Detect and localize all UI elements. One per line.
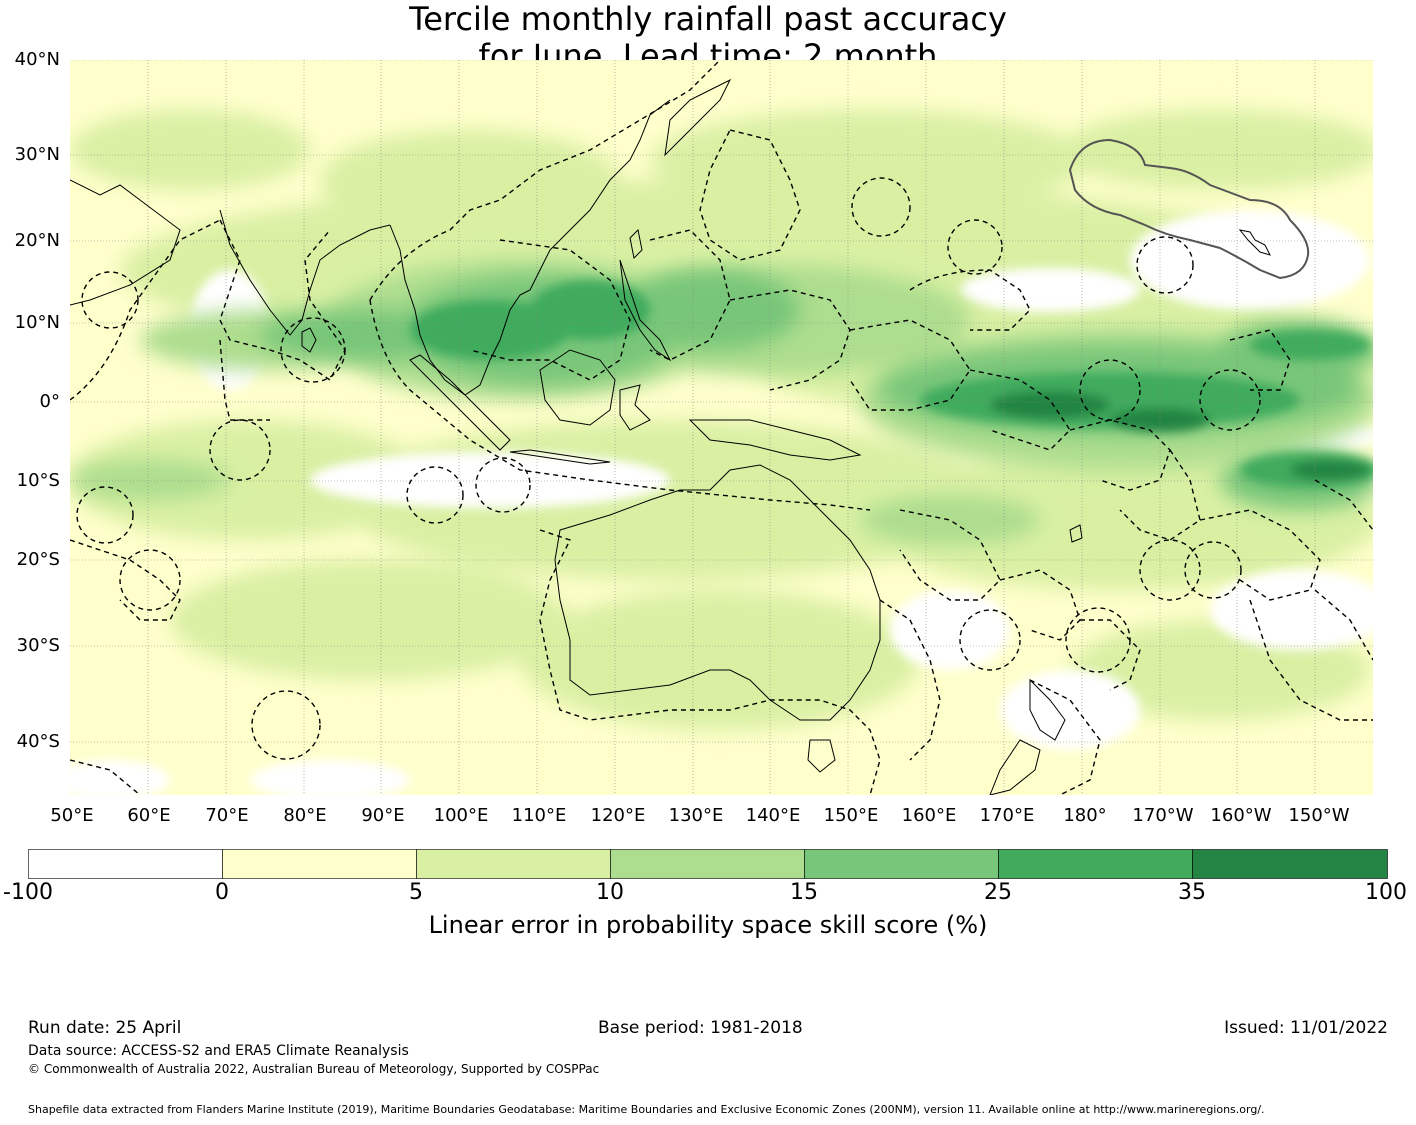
- borneo: [539, 349, 616, 426]
- colorbar-segment-3: [416, 849, 611, 879]
- lon-label-170w: 170°W: [1132, 805, 1194, 826]
- lat-label-40n: 40°N: [14, 49, 60, 70]
- issued-date: Issued: 11/01/2022: [1224, 1018, 1388, 1038]
- lat-label-10s: 10°S: [16, 470, 60, 491]
- lon-label-90e: 90°E: [361, 805, 405, 826]
- lon-label-120e: 120°E: [590, 805, 646, 826]
- lon-label-160e: 160°E: [901, 805, 957, 826]
- lon-label-150w: 150°W: [1288, 805, 1350, 826]
- lat-label-20s: 20°S: [16, 549, 60, 570]
- colorbar-tick-25: 25: [984, 880, 1012, 905]
- lon-label-100e: 100°E: [433, 805, 489, 826]
- coastlines: [70, 78, 1271, 795]
- colorbar-tick-minus100: -100: [3, 880, 53, 905]
- colorbar-segment-1: [28, 849, 223, 879]
- copyright-notice: © Commonwealth of Australia 2022, Austra…: [28, 1062, 600, 1076]
- base-period: Base period: 1981-2018: [598, 1018, 803, 1038]
- lon-label-170e: 170°E: [979, 805, 1035, 826]
- lat-label-10n: 10°N: [14, 312, 60, 333]
- lon-label-160w: 160°W: [1210, 805, 1272, 826]
- southeast-asia-coast: [389, 99, 671, 396]
- colorbar-tick-10: 10: [596, 880, 624, 905]
- colorbar-segment-5: [804, 849, 999, 879]
- colorbar-tick-0: 0: [215, 880, 229, 905]
- lon-label-80e: 80°E: [283, 805, 327, 826]
- skill-field-very-high: [410, 280, 1373, 488]
- eez-boundaries: [70, 60, 1373, 795]
- sulawesi: [619, 384, 651, 431]
- hawaii-eez-outline: [1068, 138, 1310, 280]
- skill-score-map: [70, 60, 1373, 795]
- colorbar-segment-7: [1192, 849, 1388, 879]
- java: [509, 449, 611, 465]
- australia-coast: [554, 464, 881, 721]
- lon-label-60e: 60°E: [127, 805, 171, 826]
- graticule: [70, 60, 1373, 795]
- lon-label-140e: 140°E: [745, 805, 801, 826]
- colorbar-tick-100: 100: [1365, 880, 1407, 905]
- colorbar: [28, 849, 1388, 879]
- shapefile-credit: Shapefile data extracted from Flanders M…: [28, 1103, 1265, 1116]
- data-source: Data source: ACCESS-S2 and ERA5 Climate …: [28, 1043, 409, 1059]
- colorbar-segment-4: [610, 849, 805, 879]
- lon-label-150e: 150°E: [823, 805, 879, 826]
- colorbar-label: Linear error in probability space skill …: [428, 911, 988, 939]
- colorbar-tick-35: 35: [1178, 880, 1206, 905]
- sri-lanka: [301, 327, 317, 353]
- lat-label-40s: 40°S: [16, 731, 60, 752]
- new-zealand-north: [1029, 678, 1066, 741]
- colorbar-tick-15: 15: [790, 880, 818, 905]
- sumatra: [409, 354, 511, 451]
- lon-label-130e: 130°E: [668, 805, 724, 826]
- new-guinea: [688, 419, 862, 461]
- colorbar-segment-2: [222, 849, 417, 879]
- lon-label-50e: 50°E: [50, 805, 94, 826]
- run-date: Run date: 25 April: [28, 1018, 182, 1038]
- fiji-islands: [1069, 524, 1083, 543]
- lat-label-0: 0°: [39, 391, 60, 412]
- colorbar-segment-6: [998, 849, 1193, 879]
- lon-label-70e: 70°E: [205, 805, 249, 826]
- lon-label-110e: 110°E: [511, 805, 567, 826]
- lat-label-20n: 20°N: [14, 230, 60, 251]
- lat-label-30n: 30°N: [14, 144, 60, 165]
- taiwan: [629, 228, 643, 260]
- hawaii-islands: [1238, 229, 1271, 256]
- lat-label-30s: 30°S: [16, 635, 60, 656]
- philippines: [619, 259, 672, 362]
- tasmania: [807, 739, 836, 773]
- japan: [664, 78, 732, 157]
- map-title-line-1: Tercile monthly rainfall past accuracy: [409, 0, 1007, 38]
- lon-label-180: 180°: [1063, 805, 1107, 826]
- colorbar-tick-5: 5: [409, 880, 423, 905]
- arabia-coast: [70, 179, 181, 306]
- new-zealand-south: [989, 739, 1041, 795]
